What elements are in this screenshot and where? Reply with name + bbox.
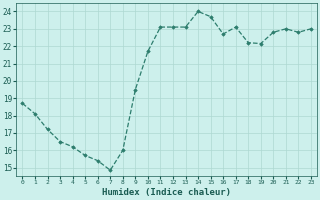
X-axis label: Humidex (Indice chaleur): Humidex (Indice chaleur) xyxy=(102,188,231,197)
